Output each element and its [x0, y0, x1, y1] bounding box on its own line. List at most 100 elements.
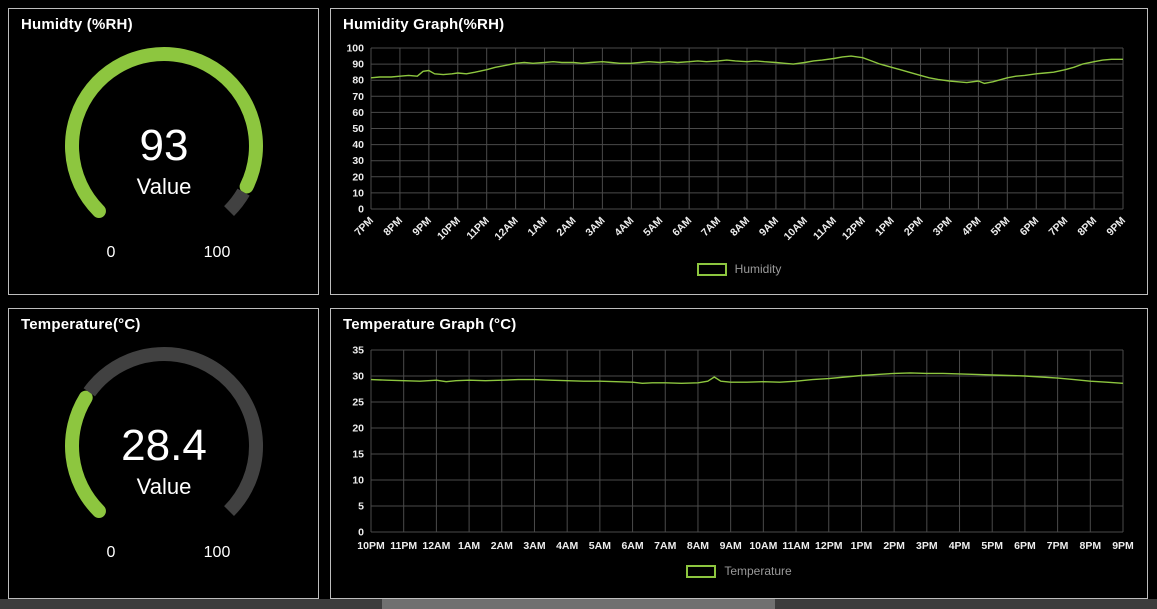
svg-text:40: 40 — [352, 139, 364, 151]
humidity-gauge-max-label: 100 — [203, 244, 230, 261]
svg-text:30: 30 — [352, 155, 364, 167]
horizontal-scrollbar[interactable] — [0, 599, 1157, 609]
svg-text:9PM: 9PM — [1112, 540, 1134, 552]
svg-text:3AM: 3AM — [523, 540, 545, 552]
svg-text:30: 30 — [352, 371, 364, 383]
humidity-chart-legend: Humidity — [331, 262, 1147, 276]
svg-text:20: 20 — [352, 423, 364, 435]
svg-text:4PM: 4PM — [960, 214, 984, 238]
svg-text:9AM: 9AM — [757, 214, 781, 238]
svg-text:5: 5 — [358, 501, 364, 513]
svg-text:35: 35 — [352, 345, 364, 357]
svg-text:4AM: 4AM — [612, 214, 636, 238]
svg-text:1AM: 1AM — [458, 540, 480, 552]
svg-text:20: 20 — [352, 171, 364, 183]
svg-text:8PM: 8PM — [1080, 540, 1102, 552]
svg-text:11AM: 11AM — [811, 214, 839, 242]
humidity-gauge: 93 Value 0 100 — [9, 38, 318, 273]
svg-text:2PM: 2PM — [902, 214, 926, 238]
humidity-chart-title: Humidity Graph(%RH) — [343, 16, 505, 33]
svg-text:7PM: 7PM — [1047, 540, 1069, 552]
humidity-legend-label: Humidity — [734, 262, 782, 276]
svg-text:2PM: 2PM — [883, 540, 905, 552]
svg-text:1AM: 1AM — [525, 214, 549, 238]
svg-text:60: 60 — [352, 107, 364, 119]
temperature-chart-title: Temperature Graph (°C) — [343, 316, 517, 333]
horizontal-scrollbar-thumb[interactable] — [381, 599, 776, 609]
svg-text:6PM: 6PM — [1018, 214, 1042, 238]
svg-text:9AM: 9AM — [720, 540, 742, 552]
svg-text:8AM: 8AM — [687, 540, 709, 552]
svg-text:70: 70 — [352, 91, 364, 103]
humidity-gauge-title: Humidty (%RH) — [21, 16, 133, 33]
svg-text:6AM: 6AM — [621, 540, 643, 552]
temperature-gauge-title: Temperature(°C) — [21, 316, 141, 333]
svg-text:10: 10 — [352, 475, 364, 487]
svg-text:12PM: 12PM — [840, 214, 868, 242]
svg-text:1PM: 1PM — [873, 214, 897, 238]
temperature-gauge-panel: Temperature(°C) 28.4 Value 0 100 — [8, 308, 319, 599]
svg-text:10PM: 10PM — [435, 214, 463, 242]
svg-text:0: 0 — [358, 527, 364, 539]
temperature-gauge-value-label: Value — [136, 474, 191, 499]
humidity-gauge-value: 93 — [139, 121, 188, 170]
svg-text:5AM: 5AM — [641, 214, 665, 238]
svg-text:15: 15 — [352, 449, 364, 461]
svg-text:6PM: 6PM — [1014, 540, 1036, 552]
svg-text:80: 80 — [352, 75, 364, 87]
svg-text:11PM: 11PM — [464, 214, 492, 242]
svg-text:7AM: 7AM — [699, 214, 723, 238]
svg-text:2AM: 2AM — [554, 214, 578, 238]
svg-text:11PM: 11PM — [390, 540, 417, 552]
svg-text:8PM: 8PM — [1075, 214, 1099, 238]
temperature-gauge-value: 28.4 — [121, 421, 207, 470]
humidity-gauge-panel: Humidty (%RH) 93 Value 0 100 — [8, 8, 319, 295]
temperature-chart: 0 5 10 15 20 25 30 35 10PM 11PM 12AM 1AM 2AM 3AM 4AM 5A… — [331, 336, 1147, 563]
svg-text:5PM: 5PM — [989, 214, 1013, 238]
svg-text:4AM: 4AM — [556, 540, 578, 552]
temperature-gauge-dial: 28.4 Value 0 100 — [64, 346, 263, 561]
svg-text:9PM: 9PM — [1104, 214, 1128, 238]
svg-text:5PM: 5PM — [981, 540, 1003, 552]
svg-text:10: 10 — [352, 187, 364, 199]
humidity-chart: 0 10 20 30 40 50 60 70 80 90 100 7PM 8PM 9PM 10PM 11PM 1… — [331, 36, 1147, 261]
temperature-gauge: 28.4 Value 0 100 — [9, 338, 318, 573]
svg-text:12PM: 12PM — [815, 540, 843, 552]
svg-text:2AM: 2AM — [491, 540, 513, 552]
temperature-gauge-min-label: 0 — [106, 544, 115, 561]
temperature-chart-panel: Temperature Graph (°C) 0 5 10 15 20 25 30 35 10P… — [330, 308, 1148, 599]
svg-text:3PM: 3PM — [931, 214, 955, 238]
humidity-gauge-min-label: 0 — [106, 244, 115, 261]
svg-text:7AM: 7AM — [654, 540, 676, 552]
svg-text:8PM: 8PM — [381, 214, 405, 238]
svg-text:12AM: 12AM — [492, 214, 520, 242]
svg-text:11AM: 11AM — [782, 540, 810, 552]
temperature-chart-legend: Temperature — [331, 564, 1147, 578]
svg-text:8AM: 8AM — [728, 214, 752, 238]
svg-text:7PM: 7PM — [1047, 214, 1071, 238]
svg-text:6AM: 6AM — [670, 214, 694, 238]
temperature-legend-swatch — [686, 564, 717, 578]
humidity-chart-panel: Humidity Graph(%RH) 0 10 20 30 40 50 60 70 80 90 1… — [330, 8, 1148, 295]
svg-text:7PM: 7PM — [352, 214, 376, 238]
svg-text:25: 25 — [352, 397, 364, 409]
svg-text:3PM: 3PM — [916, 540, 938, 552]
humidity-gauge-value-label: Value — [136, 174, 191, 199]
svg-text:100: 100 — [346, 43, 364, 55]
svg-text:10AM: 10AM — [749, 540, 777, 552]
svg-text:9PM: 9PM — [410, 214, 434, 238]
svg-text:3AM: 3AM — [583, 214, 607, 238]
svg-text:1PM: 1PM — [851, 540, 873, 552]
svg-text:10PM: 10PM — [357, 540, 385, 552]
svg-text:4PM: 4PM — [949, 540, 971, 552]
humidity-gauge-dial: 93 Value 0 100 — [64, 47, 263, 261]
temperature-gauge-max-label: 100 — [203, 544, 230, 561]
svg-text:5AM: 5AM — [589, 540, 611, 552]
svg-text:0: 0 — [358, 204, 364, 216]
svg-text:12AM: 12AM — [422, 540, 450, 552]
humidity-legend-swatch — [696, 262, 727, 276]
temperature-legend-label: Temperature — [724, 564, 792, 578]
svg-text:10AM: 10AM — [782, 214, 810, 242]
svg-text:50: 50 — [352, 123, 364, 135]
